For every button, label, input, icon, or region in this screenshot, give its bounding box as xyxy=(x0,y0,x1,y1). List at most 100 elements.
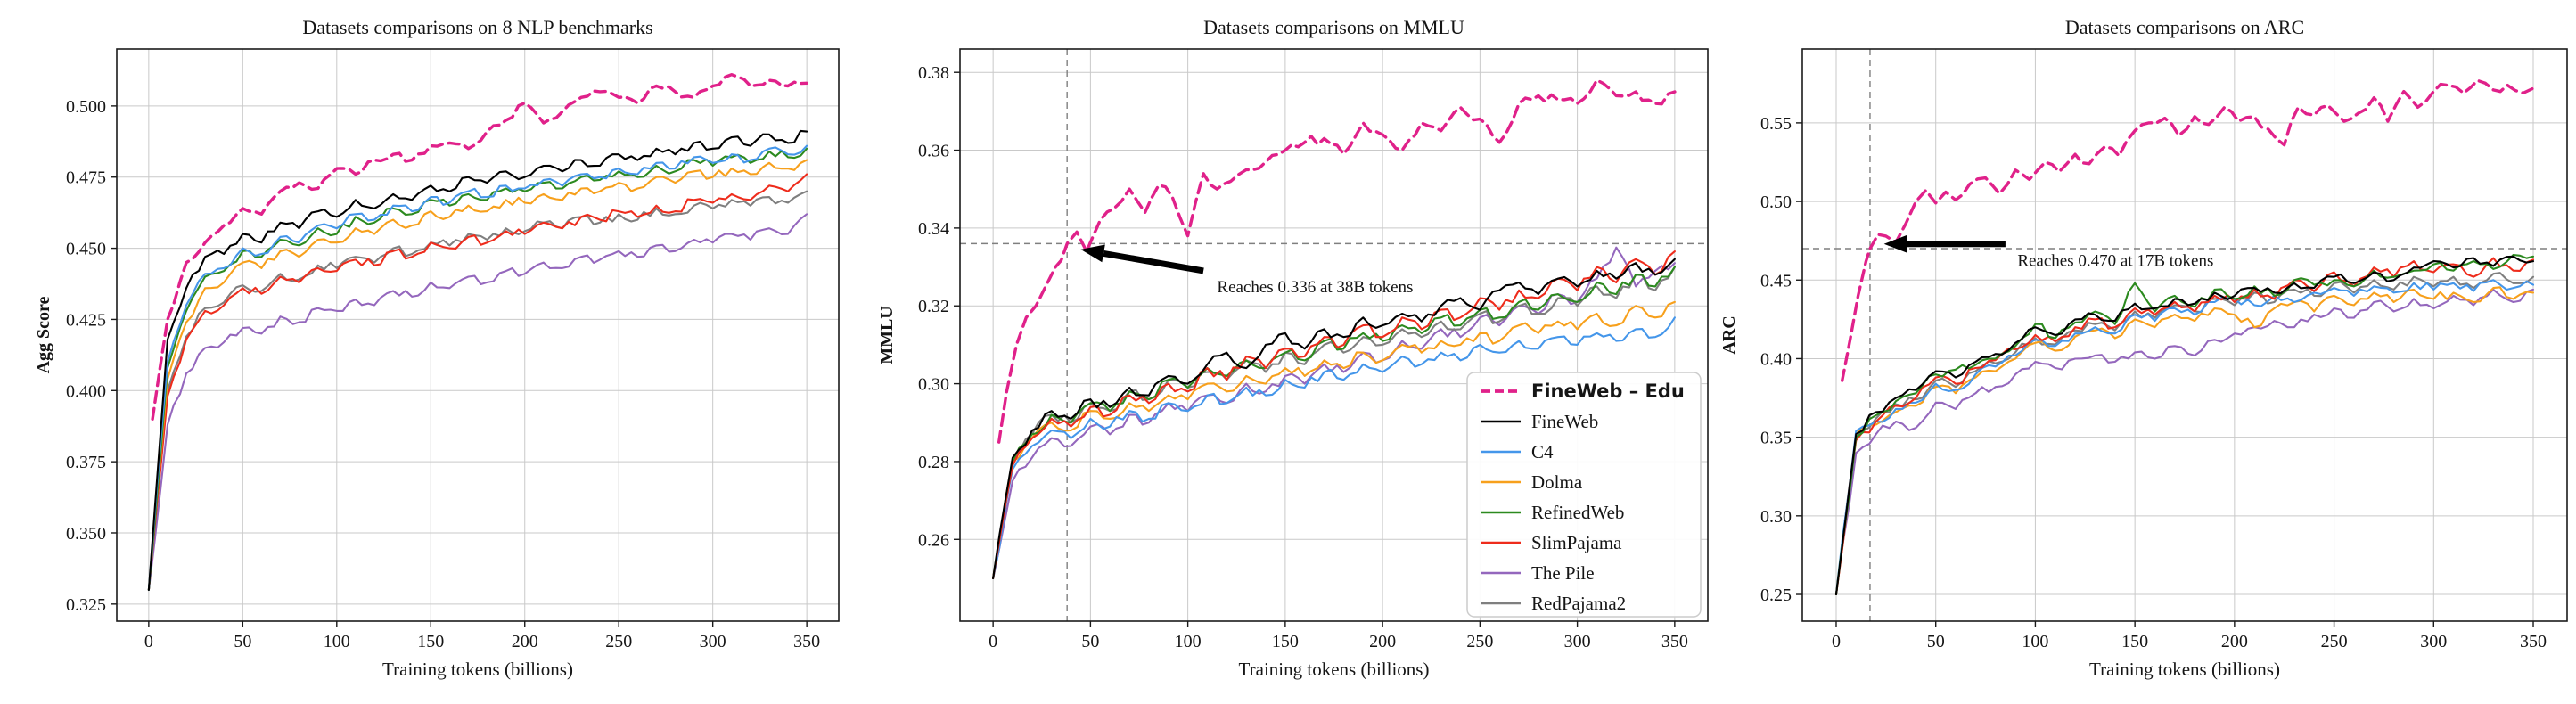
x-tick-label: 50 xyxy=(234,632,251,651)
y-tick-label: 0.36 xyxy=(918,142,949,161)
chart-svg-2: 0 50 100 150 200 250 300 350 0.25 0.30 0.35 0.40 0.4… xyxy=(1717,0,2576,704)
series-line-FineWeb-Edu xyxy=(1841,78,2535,382)
legend-label: RedPajama2 xyxy=(1531,593,1626,614)
chart-title: Datasets comparisons on MMLU xyxy=(1203,16,1464,38)
x-tick-label: 250 xyxy=(2321,632,2348,651)
guide-lines xyxy=(960,49,1708,621)
series-line-C4 xyxy=(147,144,808,591)
y-tick-label: 0.45 xyxy=(1760,271,1792,291)
y-tick-label: 0.375 xyxy=(66,453,106,472)
arrow-head xyxy=(1080,244,1105,263)
x-tick-label: 0 xyxy=(1832,632,1841,651)
tick-marks xyxy=(954,71,1676,627)
gridlines xyxy=(1802,49,2567,621)
chart-agg-score: 0 50 100 150 200 250 300 350 0.325 0.350 0.375 0.40… xyxy=(0,0,858,704)
x-axis-label: Training tokens (billions) xyxy=(2089,659,2280,680)
series-line-FineWeb-Edu xyxy=(151,73,808,421)
y-tick-label: 0.40 xyxy=(1760,349,1792,369)
y-tick-label: 0.325 xyxy=(66,595,106,615)
series-line-FineWeb-Edu xyxy=(997,78,1677,444)
y-tick-label: 0.34 xyxy=(918,219,949,239)
y-axis-label: MMLU xyxy=(877,306,897,364)
x-tick-label: 300 xyxy=(2420,632,2447,651)
series-line-RefinedWeb xyxy=(992,266,1676,580)
x-tick-label: 200 xyxy=(1369,632,1396,651)
gridlines xyxy=(117,49,839,621)
series-line-RefinedWeb xyxy=(147,147,808,591)
x-tick-label: 100 xyxy=(324,632,350,651)
x-tick-label: 50 xyxy=(1081,632,1099,651)
series-line-Dolma xyxy=(992,300,1676,580)
chart-svg-0: 0 50 100 150 200 250 300 350 0.325 0.350 0.375 0.40… xyxy=(0,0,858,704)
series-group xyxy=(1834,78,2535,596)
x-tick-label: 350 xyxy=(793,632,820,651)
series-line-SlimPajama xyxy=(147,173,808,591)
annotation-text: Reaches 0.470 at 17B tokens xyxy=(2017,251,2213,270)
annotation: Reaches 0.470 at 17B tokens xyxy=(1883,234,2213,270)
legend-label: The Pile xyxy=(1531,562,1595,584)
y-tick-label: 0.475 xyxy=(66,168,106,188)
x-tick-label: 300 xyxy=(700,632,726,651)
x-tick-label: 0 xyxy=(144,632,153,651)
series-group xyxy=(992,78,1677,580)
x-tick-label: 300 xyxy=(1564,632,1591,651)
x-tick-label: 350 xyxy=(2520,632,2547,651)
x-tick-label: 100 xyxy=(2022,632,2048,651)
axes-spines xyxy=(116,48,840,622)
y-tick-label: 0.38 xyxy=(918,63,949,83)
series-line-Dolma xyxy=(147,159,808,591)
y-tick-label: 0.30 xyxy=(918,375,949,395)
series-line-SlimPajama xyxy=(1834,257,2535,596)
legend-label: FineWeb xyxy=(1531,411,1598,432)
legend-label: Dolma xyxy=(1531,471,1583,493)
tick-marks xyxy=(111,105,808,627)
series-line-The-Pile xyxy=(1834,288,2535,596)
y-tick-label: 0.400 xyxy=(66,381,106,401)
y-tick-label: 0.32 xyxy=(918,297,949,316)
legend-label: SlimPajama xyxy=(1531,532,1622,553)
y-tick-label: 0.55 xyxy=(1760,114,1792,134)
series-line-SlimPajama xyxy=(992,250,1676,580)
x-axis-label: Training tokens (billions) xyxy=(1239,659,1430,680)
x-tick-label: 150 xyxy=(1272,632,1299,651)
chart-arc: 0 50 100 150 200 250 300 350 0.25 0.30 0.35 0.40 0.4… xyxy=(1717,0,2576,704)
series-group xyxy=(147,73,808,591)
y-axis-label: ARC xyxy=(1719,315,1739,354)
x-tick-label: 0 xyxy=(989,632,997,651)
chart-title: Datasets comparisons on ARC xyxy=(2065,16,2304,38)
y-tick-label: 0.28 xyxy=(918,453,949,472)
x-axis-label: Training tokens (billions) xyxy=(382,659,573,680)
tick-marks xyxy=(1796,122,2534,627)
chart-title: Datasets comparisons on 8 NLP benchmarks xyxy=(302,16,652,38)
legend-label: C4 xyxy=(1531,441,1554,463)
legend: FineWeb – Edu FineWeb C4 Dolma RefinedWeb Sli… xyxy=(1466,372,1702,618)
y-tick-label: 0.350 xyxy=(66,524,106,544)
x-tick-label: 150 xyxy=(417,632,444,651)
y-axis-label: Agg Score xyxy=(34,296,53,373)
x-tick-label: 250 xyxy=(605,632,632,651)
annotation: Reaches 0.336 at 38B tokens xyxy=(1080,244,1413,297)
series-line-C4 xyxy=(1834,279,2535,596)
y-tick-label: 0.26 xyxy=(918,530,949,550)
series-line-FineWeb xyxy=(147,129,808,591)
series-line-C4 xyxy=(992,316,1676,580)
x-tick-label: 250 xyxy=(1466,632,1493,651)
x-tick-label: 200 xyxy=(2221,632,2248,651)
x-tick-label: 150 xyxy=(2121,632,2148,651)
axes-spines xyxy=(1801,48,2568,622)
series-line-FineWeb xyxy=(1834,255,2535,596)
chart-svg-1: 0 50 100 150 200 250 300 350 0.26 0.28 0.30 0.32 0.3… xyxy=(858,0,1717,704)
series-line-FineWeb xyxy=(992,258,1676,580)
legend-label: FineWeb – Edu xyxy=(1531,381,1685,402)
legend-label: RefinedWeb xyxy=(1531,502,1624,523)
x-tick-label: 350 xyxy=(1661,632,1688,651)
x-tick-label: 100 xyxy=(1175,632,1202,651)
y-tick-label: 0.35 xyxy=(1760,429,1792,448)
x-tick-label: 50 xyxy=(1927,632,1945,651)
x-tick-label: 200 xyxy=(512,632,538,651)
y-tick-label: 0.425 xyxy=(66,310,106,330)
axes-spines xyxy=(959,48,1709,622)
chart-mmlu: 0 50 100 150 200 250 300 350 0.26 0.28 0.30 0.32 0.3… xyxy=(858,0,1717,704)
arrow-head xyxy=(1883,234,1907,253)
